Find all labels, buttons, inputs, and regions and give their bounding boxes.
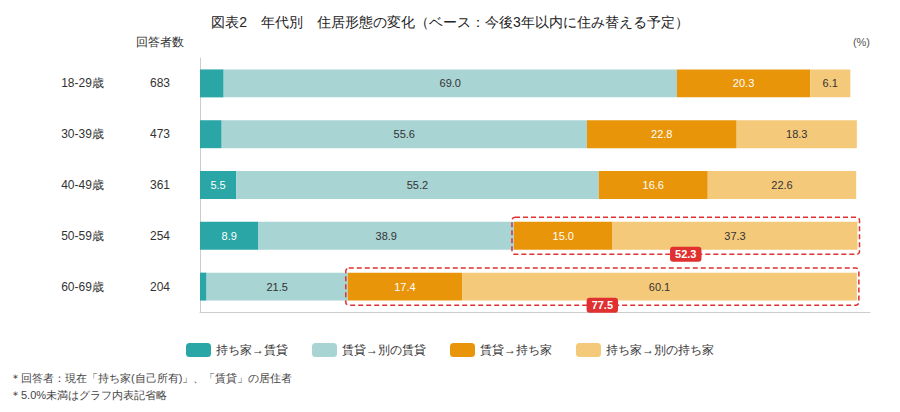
svg-text:22.8: 22.8 <box>651 128 672 140</box>
svg-text:5.5: 5.5 <box>210 179 225 191</box>
svg-text:賃貸→別の賃貸: 賃貸→別の賃貸 <box>342 343 426 357</box>
svg-text:60.1: 60.1 <box>649 281 670 293</box>
svg-text:55.6: 55.6 <box>394 128 415 140</box>
svg-text:77.5: 77.5 <box>592 299 613 311</box>
svg-text:55.2: 55.2 <box>407 179 428 191</box>
svg-text:＊回答者：現在「持ち家(自己所有)」、「賃貸」の居住者: ＊回答者：現在「持ち家(自己所有)」、「賃貸」の居住者 <box>10 372 292 384</box>
svg-text:254: 254 <box>150 229 170 243</box>
svg-text:69.0: 69.0 <box>440 77 461 89</box>
svg-text:17.4: 17.4 <box>394 281 415 293</box>
svg-text:37.3: 37.3 <box>724 230 745 242</box>
svg-text:20.3: 20.3 <box>733 77 754 89</box>
svg-text:40-49歳: 40-49歳 <box>61 178 104 192</box>
svg-text:473: 473 <box>150 127 170 141</box>
svg-text:賃貸→持ち家: 賃貸→持ち家 <box>480 343 552 357</box>
svg-text:8.9: 8.9 <box>222 230 237 242</box>
svg-text:16.6: 16.6 <box>643 179 664 191</box>
svg-text:204: 204 <box>150 280 170 294</box>
svg-text:回答者数: 回答者数 <box>136 35 184 49</box>
svg-text:21.5: 21.5 <box>266 281 287 293</box>
svg-text:30-39歳: 30-39歳 <box>61 127 104 141</box>
svg-text:50-59歳: 50-59歳 <box>61 229 104 243</box>
svg-text:6.1: 6.1 <box>823 77 838 89</box>
svg-text:683: 683 <box>150 76 170 90</box>
svg-text:361: 361 <box>150 178 170 192</box>
svg-text:22.6: 22.6 <box>771 179 792 191</box>
svg-text:38.9: 38.9 <box>376 230 397 242</box>
svg-text:持ち家→別の持ち家: 持ち家→別の持ち家 <box>606 343 714 357</box>
svg-text:＊5.0%未満はグラフ内表記省略: ＊5.0%未満はグラフ内表記省略 <box>10 389 167 401</box>
svg-text:(%): (%) <box>853 36 870 48</box>
svg-text:18-29歳: 18-29歳 <box>61 76 104 90</box>
svg-text:18.3: 18.3 <box>786 128 807 140</box>
svg-text:52.3: 52.3 <box>675 248 696 260</box>
svg-text:持ち家→賃貸: 持ち家→賃貸 <box>216 343 288 357</box>
svg-text:60-69歳: 60-69歳 <box>61 280 104 294</box>
svg-text:図表2 年代別 住居形態の変化（ベース：今後3年以内に住み替: 図表2 年代別 住居形態の変化（ベース：今後3年以内に住み替える予定） <box>211 14 689 30</box>
svg-text:15.0: 15.0 <box>553 230 574 242</box>
